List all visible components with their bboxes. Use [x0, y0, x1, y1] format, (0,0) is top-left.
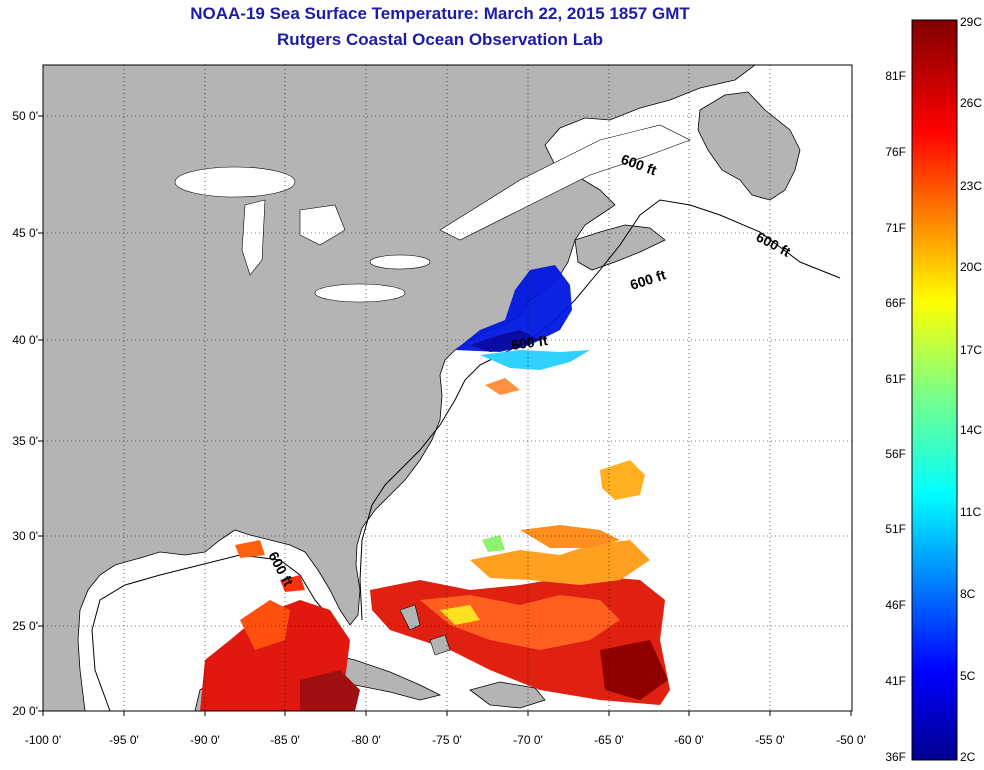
colorbar-fahrenheit-label: 76F	[885, 145, 906, 159]
colorbar-celsius-label: 11C	[960, 505, 981, 519]
colorbar-celsius-label: 20C	[960, 260, 982, 274]
map-subtitle: Rutgers Coastal Ocean Observation Lab	[277, 30, 603, 49]
colorbar	[911, 19, 958, 761]
lake-superior	[174, 166, 296, 198]
colorbar-celsius-label: 2C	[960, 750, 976, 764]
colorbar-celsius-label: 26C	[960, 96, 982, 110]
lake-michigan	[241, 199, 266, 276]
colorbar-celsius-label: 14C	[960, 423, 982, 437]
colorbar-fahrenheit-label: 66F	[885, 296, 906, 310]
latitude-label: 35 0'	[12, 434, 38, 448]
land-newfoundland	[697, 91, 801, 201]
lake-huron	[299, 204, 346, 246]
land-bahamas	[399, 604, 451, 656]
colorbar-fahrenheit-label: 41F	[885, 674, 906, 688]
longitude-label: -50 0'	[836, 733, 866, 747]
colorbar-fahrenheit-label: 46F	[885, 598, 906, 612]
lake-erie	[314, 283, 406, 303]
latitude-label: 20 0'	[12, 704, 38, 718]
latitude-label: 30 0'	[12, 529, 38, 543]
colorbar-celsius-label: 29C	[960, 15, 982, 29]
sst-cold-gulf-of-maine	[455, 265, 572, 352]
land-nova-scotia	[574, 224, 666, 271]
longitude-label: -90 0'	[190, 733, 220, 747]
longitude-label: -55 0'	[755, 733, 785, 747]
longitude-label: -65 0'	[594, 733, 624, 747]
longitude-label: -100 0'	[25, 733, 61, 747]
st-lawrence	[439, 124, 691, 241]
longitude-label: -80 0'	[351, 733, 381, 747]
longitude-label: -70 0'	[513, 733, 543, 747]
graticule	[43, 65, 852, 711]
latitude-labels: 50 0' 45 0' 40 0' 35 0' 30 0' 25 0' 20 0'	[12, 109, 43, 718]
land-hispaniola	[469, 681, 546, 709]
longitude-label: -95 0'	[109, 733, 139, 747]
latitude-label: 45 0'	[12, 226, 38, 240]
colorbar-celsius-label: 23C	[960, 179, 982, 193]
colorbar-fahrenheit-label: 61F	[885, 372, 906, 386]
lake-ontario	[369, 254, 431, 270]
colorbar-celsius-label: 17C	[960, 343, 982, 357]
longitude-label: -60 0'	[674, 733, 704, 747]
latitude-label: 25 0'	[12, 619, 38, 633]
colorbar-fahrenheit-label: 36F	[885, 750, 906, 764]
longitude-label: -85 0'	[270, 733, 300, 747]
longitude-label: -75 0'	[432, 733, 462, 747]
colorbar-fahrenheit-label: 71F	[885, 221, 906, 235]
sst-shelf-cyan	[480, 350, 590, 395]
longitude-labels: -100 0' -95 0' -90 0' -85 0' -80 0' -75 0' -70…	[25, 711, 866, 747]
depth-label-4: 600 ft	[510, 332, 549, 353]
latitude-label: 40 0'	[12, 333, 38, 347]
colorbar-fahrenheit-label: 81F	[885, 69, 906, 83]
sst-warm-south	[200, 460, 670, 711]
colorbar-ticks: 81F 76F 71F 66F 61F 56F 51F 46F 41F 36F 29C 26C 23C 2…	[885, 15, 982, 764]
colorbar-celsius-label: 5C	[960, 669, 976, 683]
colorbar-celsius-label: 8C	[960, 587, 976, 601]
colorbar-fahrenheit-label: 51F	[885, 522, 906, 536]
map-title: NOAA-19 Sea Surface Temperature: March 2…	[190, 4, 690, 23]
colorbar-fahrenheit-label: 56F	[885, 447, 906, 461]
latitude-label: 50 0'	[12, 109, 38, 123]
